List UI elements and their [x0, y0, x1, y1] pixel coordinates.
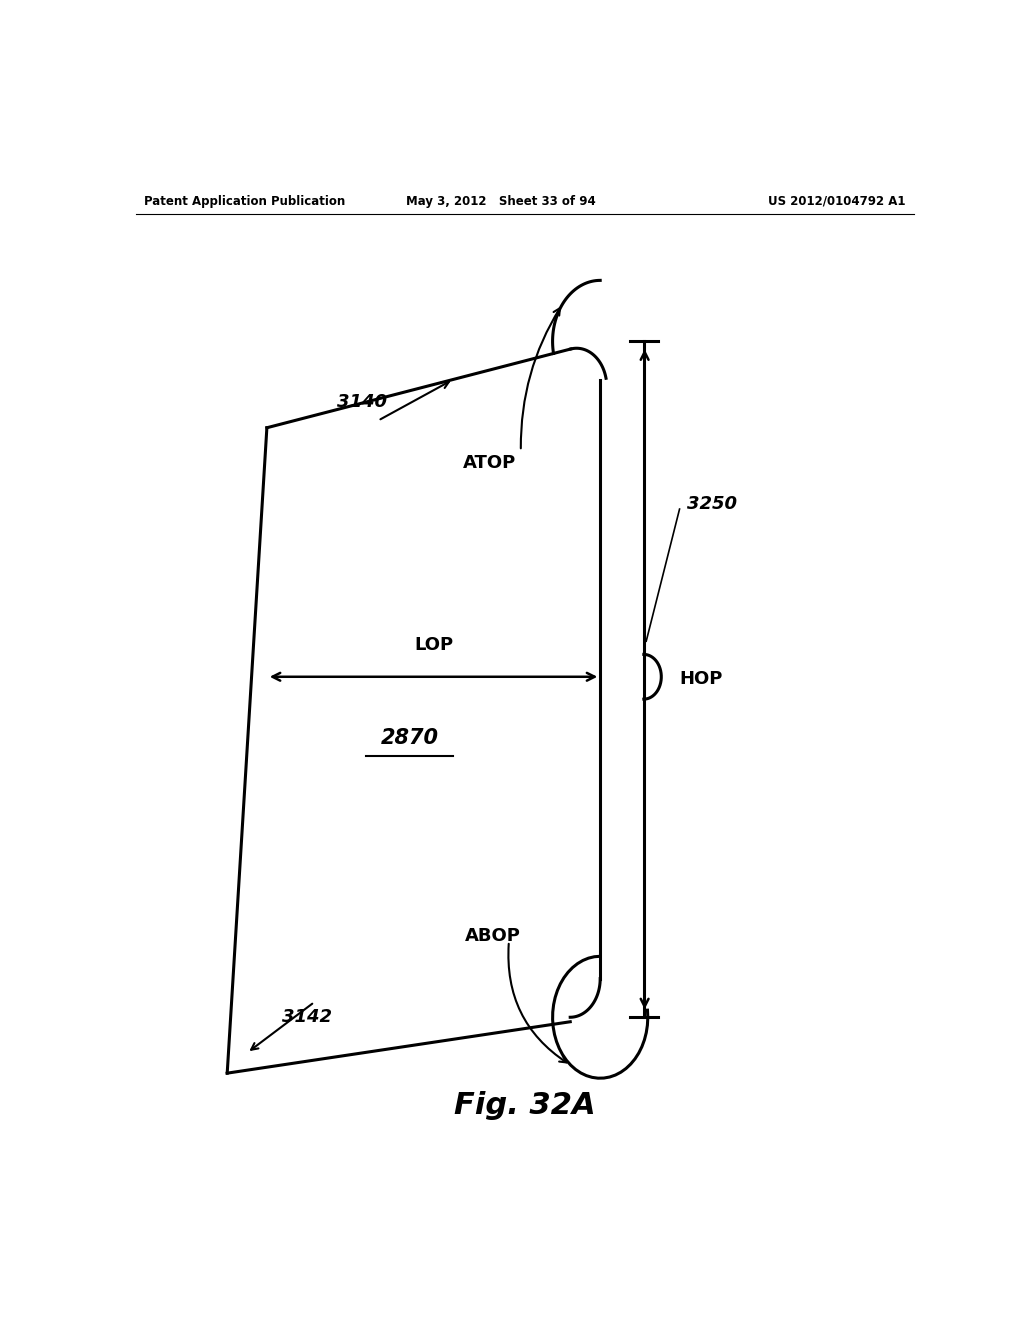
Text: HOP: HOP	[680, 671, 723, 688]
Text: 3250: 3250	[687, 495, 737, 513]
Text: 2870: 2870	[381, 727, 438, 747]
Text: ATOP: ATOP	[463, 454, 516, 473]
Text: 3142: 3142	[282, 1008, 332, 1026]
Text: May 3, 2012   Sheet 33 of 94: May 3, 2012 Sheet 33 of 94	[407, 194, 596, 207]
Text: Patent Application Publication: Patent Application Publication	[143, 194, 345, 207]
Text: US 2012/0104792 A1: US 2012/0104792 A1	[768, 194, 905, 207]
Text: ABOP: ABOP	[465, 927, 521, 945]
Text: 3140: 3140	[337, 393, 387, 412]
Text: Fig. 32A: Fig. 32A	[454, 1092, 596, 1121]
Text: LOP: LOP	[414, 636, 453, 655]
